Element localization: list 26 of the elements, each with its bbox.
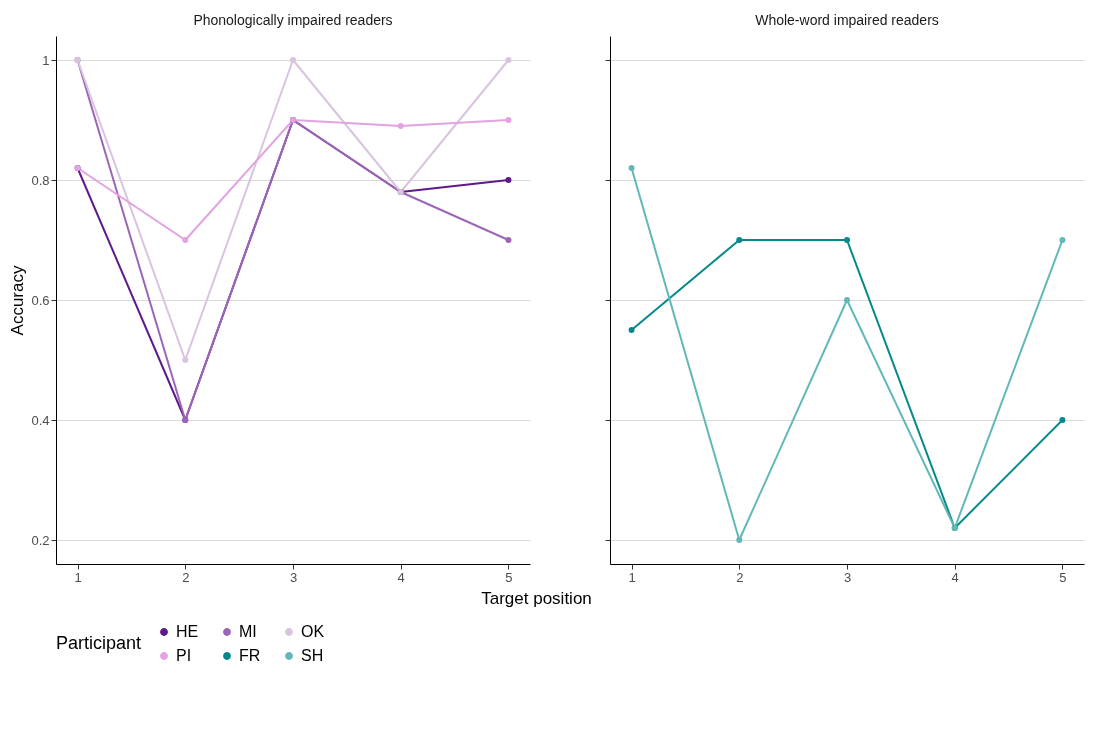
y-tick-label: 1 [42,52,50,68]
y-tick-label: 0.8 [31,172,50,188]
legend-label: PI [176,647,192,664]
y-tick-label: 0.2 [31,532,50,548]
chart-title: Whole-word impaired readers [755,12,939,28]
x-axis-title: Target position [481,588,592,608]
x-tick-label: 2 [736,569,744,585]
x-tick-label: 2 [182,569,190,585]
legend-title: Participant [56,633,142,653]
legend-label: OK [301,623,325,640]
x-tick-label: 4 [951,569,959,585]
x-tick-label: 1 [628,569,636,585]
y-tick-label: 0.6 [31,292,50,308]
chart-title: Phonologically impaired readers [193,12,393,28]
legend-label: SH [301,647,324,664]
legend-label: FR [239,647,261,664]
legend-label: MI [239,623,257,640]
x-tick-label: 3 [289,569,298,585]
x-tick-label: 3 [843,569,852,585]
x-tick-label: 1 [74,569,82,585]
y-axis-title: Accuracy [8,265,28,336]
x-tick-label: 4 [397,569,405,585]
legend-label: HE [176,623,199,640]
x-tick-label: 5 [1059,569,1067,585]
y-tick-label: 0.4 [31,412,50,428]
x-tick-label: 5 [505,569,513,585]
